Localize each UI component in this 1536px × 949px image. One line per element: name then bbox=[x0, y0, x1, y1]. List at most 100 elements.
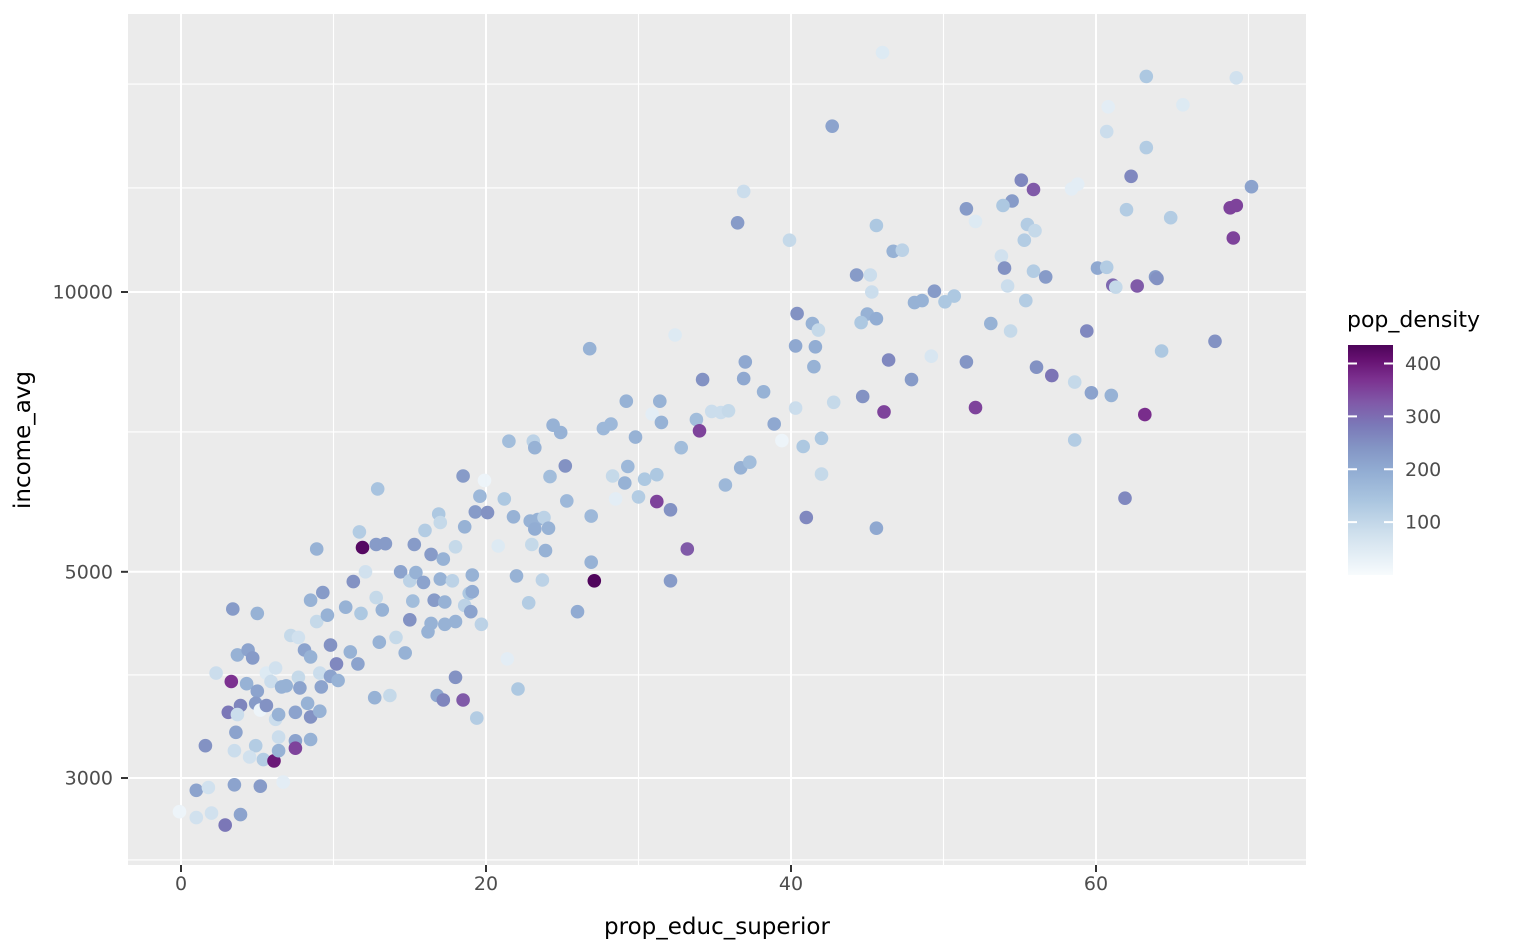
data-point bbox=[869, 218, 884, 233]
data-point bbox=[351, 657, 365, 671]
data-point bbox=[172, 804, 187, 819]
data-point bbox=[1028, 223, 1042, 238]
x-tick-label: 0 bbox=[175, 873, 187, 895]
data-point bbox=[1000, 279, 1015, 293]
data-point bbox=[293, 681, 307, 695]
data-point bbox=[808, 340, 823, 354]
data-point bbox=[226, 602, 240, 616]
data-point bbox=[1109, 280, 1123, 295]
data-point bbox=[790, 306, 804, 321]
data-point bbox=[209, 666, 223, 680]
data-point bbox=[692, 424, 707, 438]
data-point bbox=[587, 574, 602, 588]
data-point bbox=[1080, 324, 1094, 338]
legend-tick-marks bbox=[1348, 362, 1393, 524]
data-point bbox=[663, 574, 678, 588]
data-point bbox=[470, 711, 484, 725]
data-point bbox=[1099, 124, 1114, 139]
data-point bbox=[309, 614, 324, 629]
data-point bbox=[650, 467, 664, 482]
data-point bbox=[250, 684, 265, 698]
data-point bbox=[621, 459, 635, 474]
data-point bbox=[448, 614, 463, 629]
data-point bbox=[826, 395, 841, 410]
data-point bbox=[984, 316, 998, 331]
data-point bbox=[718, 478, 733, 492]
data-point bbox=[558, 459, 573, 473]
y-axis-title: income_avg bbox=[10, 371, 36, 509]
data-point bbox=[323, 638, 338, 652]
data-point bbox=[375, 603, 390, 617]
data-point bbox=[1244, 179, 1259, 194]
data-point bbox=[788, 401, 803, 415]
data-point bbox=[502, 434, 516, 449]
data-point bbox=[250, 606, 265, 621]
axis-tick-labels: 0 20 40 60 3000 5000 10000 bbox=[53, 282, 1109, 896]
data-point bbox=[584, 555, 598, 569]
data-point bbox=[743, 455, 757, 470]
data-point bbox=[264, 674, 278, 689]
data-point bbox=[927, 284, 942, 299]
data-point bbox=[230, 648, 245, 662]
data-point bbox=[738, 355, 753, 369]
legend-tick-label: 200 bbox=[1405, 459, 1441, 481]
data-point bbox=[218, 818, 232, 832]
data-point bbox=[1138, 407, 1152, 422]
data-point bbox=[1084, 386, 1099, 400]
data-point bbox=[268, 661, 283, 675]
data-point bbox=[424, 547, 438, 562]
data-point bbox=[1014, 173, 1029, 187]
major-gridlines bbox=[128, 14, 1306, 865]
data-point bbox=[1139, 69, 1154, 84]
data-point bbox=[680, 542, 695, 556]
data-point bbox=[303, 593, 318, 607]
x-tick-label: 60 bbox=[1084, 873, 1108, 895]
data-point bbox=[421, 625, 435, 639]
data-point bbox=[877, 405, 891, 419]
axis-tick-marks bbox=[121, 291, 1097, 872]
data-point bbox=[535, 573, 550, 587]
data-point bbox=[541, 521, 556, 535]
data-point bbox=[465, 568, 480, 582]
data-point bbox=[511, 682, 525, 696]
data-point bbox=[528, 440, 542, 455]
data-point bbox=[433, 515, 448, 530]
data-point bbox=[189, 810, 204, 825]
data-point bbox=[372, 635, 387, 649]
data-point bbox=[570, 604, 585, 619]
data-point bbox=[674, 440, 688, 455]
data-point bbox=[229, 725, 243, 740]
data-point bbox=[631, 490, 646, 504]
data-point bbox=[457, 520, 472, 534]
data-point bbox=[291, 630, 306, 645]
data-point bbox=[1229, 71, 1244, 85]
data-point bbox=[668, 328, 682, 342]
data-point bbox=[1026, 182, 1041, 197]
data-point bbox=[528, 522, 542, 536]
data-point bbox=[248, 738, 263, 753]
data-point bbox=[456, 469, 470, 483]
data-point bbox=[788, 339, 803, 353]
data-point bbox=[309, 542, 324, 556]
data-point bbox=[438, 617, 452, 632]
data-point bbox=[509, 569, 524, 583]
data-point bbox=[204, 806, 219, 820]
data-point bbox=[436, 693, 451, 707]
data-point bbox=[1119, 202, 1134, 217]
data-point bbox=[1099, 260, 1114, 275]
data-point bbox=[869, 311, 884, 326]
data-point bbox=[537, 510, 551, 525]
data-point bbox=[313, 704, 327, 718]
data-point bbox=[271, 730, 286, 744]
data-point bbox=[314, 680, 329, 694]
data-point bbox=[959, 355, 974, 369]
data-point bbox=[271, 743, 286, 758]
data-point bbox=[398, 646, 413, 660]
data-point bbox=[1124, 169, 1138, 184]
data-point bbox=[329, 657, 344, 671]
data-point bbox=[271, 707, 286, 722]
data-point bbox=[370, 482, 385, 496]
data-point bbox=[313, 666, 327, 680]
data-point bbox=[433, 572, 448, 586]
